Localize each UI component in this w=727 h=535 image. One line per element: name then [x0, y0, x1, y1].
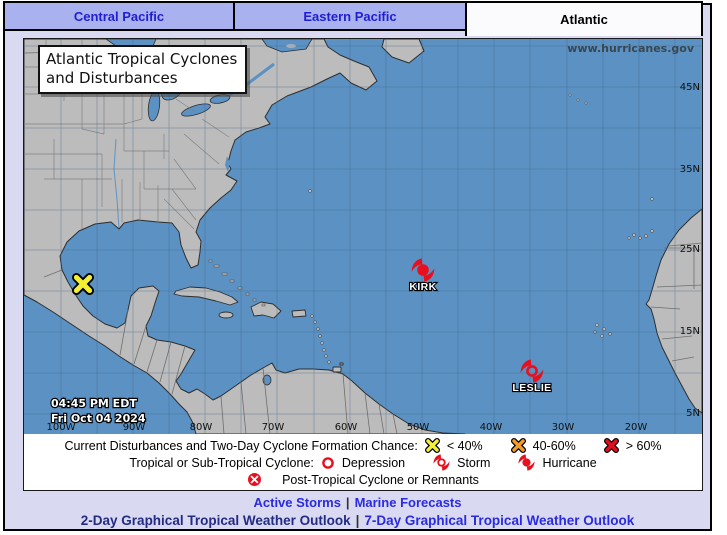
- lon-label: 20W: [625, 422, 648, 433]
- tab-central-pacific[interactable]: Central Pacific: [3, 1, 235, 31]
- depression-icon: [322, 456, 334, 469]
- landmass-africa: [645, 208, 702, 414]
- lon-label: 70W: [262, 422, 285, 433]
- legend-hurricane: Hurricane: [542, 455, 597, 470]
- lon-label: 80W: [190, 422, 213, 433]
- landmass-americas: [24, 39, 466, 434]
- lat-label: 25N: [680, 244, 700, 255]
- tab-atlantic[interactable]: Atlantic: [465, 1, 703, 36]
- pei-island: [286, 44, 296, 48]
- link-separator: |: [355, 513, 360, 528]
- lon-label: 30W: [552, 422, 575, 433]
- legend-post-tropical: Post-Tropical Cyclone or Remnants: [282, 472, 479, 487]
- legend-chance-medium: 40-60%: [532, 438, 576, 453]
- link-separator: |: [345, 495, 350, 510]
- basin-tab-bar: Central Pacific Eastern Pacific Atlantic: [3, 1, 703, 36]
- legend-chance-label: Current Disturbances and Two-Day Cyclone…: [64, 438, 418, 453]
- storm-leslie-label: LESLIE: [512, 382, 551, 394]
- hurricane-icon: [518, 454, 535, 471]
- lon-label: 40W: [480, 422, 503, 433]
- legend-depression: Depression: [341, 455, 406, 470]
- hurricanes-gov-label: www.hurricanes.gov: [567, 42, 694, 55]
- lon-label: 50W: [407, 422, 430, 433]
- hurricane-kirk-label: KIRK: [409, 281, 436, 293]
- lon-label: 90W: [123, 422, 146, 433]
- legend-chance-high: > 60%: [625, 438, 662, 453]
- legend-storm: Storm: [457, 455, 491, 470]
- lat-label: 5N: [686, 408, 700, 419]
- newfoundland: [381, 39, 425, 64]
- lon-label: 100W: [47, 422, 76, 433]
- map-legend: Current Disturbances and Two-Day Cyclone…: [24, 434, 702, 490]
- mississippi-river: [113, 138, 120, 229]
- tropical-storm-icon: [433, 454, 451, 471]
- disturbance-x-icon[interactable]: [76, 277, 89, 290]
- tropical-outlook-map-block: 100W 90W 80W 70W 60W 50W 40W 30W 20W 45N…: [23, 38, 703, 491]
- tab-eastern-pacific[interactable]: Eastern Pacific: [233, 1, 467, 31]
- low-chance-x-icon: [425, 438, 440, 453]
- map-title: Atlantic Tropical Cyclones and Disturban…: [38, 45, 248, 95]
- marine-forecasts-link[interactable]: Marine Forecasts: [354, 495, 462, 510]
- lat-label: 45N: [680, 82, 700, 93]
- lat-label: 35N: [680, 164, 700, 175]
- outlook-map[interactable]: 100W 90W 80W 70W 60W 50W 40W 30W 20W 45N…: [24, 39, 702, 434]
- post-tropical-icon: [248, 473, 262, 486]
- medium-chance-x-icon: [511, 438, 526, 453]
- bahamas: [208, 259, 266, 307]
- footer-links: Active Storms | Marine Forecasts 2-Day Gra…: [5, 493, 710, 528]
- high-chance-x-icon: [604, 438, 619, 453]
- lon-label: 60W: [335, 422, 358, 433]
- map-timestamp-date: Fri Oct 04 2024: [51, 412, 146, 425]
- legend-cyclone-label: Tropical or Sub-Tropical Cyclone:: [129, 455, 314, 470]
- atlantic-islands: [308, 93, 654, 338]
- legend-chance-low: < 40%: [446, 438, 483, 453]
- graticule: [24, 39, 702, 434]
- seven-day-outlook-link[interactable]: 7-Day Graphical Tropical Weather Outlook: [364, 513, 635, 528]
- active-storms-link[interactable]: Active Storms: [253, 495, 341, 510]
- caribbean-islands: [173, 286, 344, 373]
- lat-label: 15N: [680, 326, 700, 337]
- two-day-outlook-link[interactable]: 2-Day Graphical Tropical Weather Outlook: [80, 513, 351, 528]
- lesser-antilles: [310, 314, 331, 364]
- map-timestamp-time: 04:45 PM EDT: [51, 397, 137, 410]
